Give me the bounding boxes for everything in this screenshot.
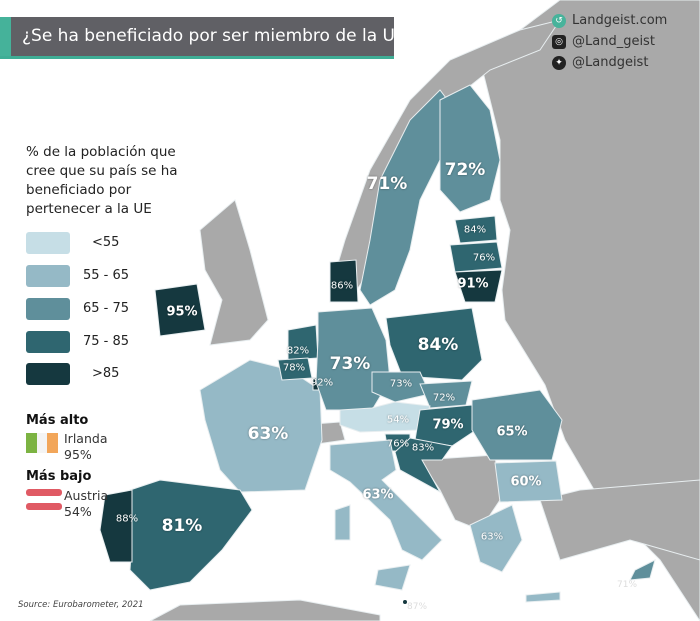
- landgeist-logo-icon: ↺: [552, 13, 566, 28]
- country-finland[interactable]: [439, 84, 501, 213]
- label-malta: 87%: [406, 602, 428, 612]
- label-slovenia: 76%: [386, 438, 410, 450]
- country-belgium[interactable]: [277, 357, 313, 381]
- social-instagram[interactable]: ◎ @Land_geist: [552, 34, 655, 49]
- label-latvia: 76%: [472, 252, 496, 264]
- legend-label-4: >85: [92, 366, 120, 381]
- legend-swatch-3: [26, 331, 70, 353]
- legend-swatch-2: [26, 298, 70, 320]
- title-accent: [0, 17, 11, 56]
- country-slovakia[interactable]: [419, 380, 473, 409]
- country-cyprus[interactable]: [629, 559, 656, 581]
- social-twitter[interactable]: ✦ @Landgeist: [552, 55, 648, 70]
- country-ireland[interactable]: [154, 283, 206, 337]
- country-france[interactable]: [199, 359, 323, 493]
- legend-swatch-1: [26, 265, 70, 287]
- non-eu-land: [149, 0, 700, 621]
- label-bulgaria: 60%: [510, 474, 542, 490]
- page-title: ¿Se ha beneficiado por ser miembro de la…: [22, 26, 415, 46]
- label-spain: 81%: [161, 516, 203, 536]
- label-denmark: 86%: [330, 280, 354, 292]
- country-latvia[interactable]: [449, 241, 503, 273]
- title-banner: ¿Se ha beneficiado por ser miembro de la…: [0, 17, 415, 59]
- website-label: Landgeist.com: [572, 13, 668, 28]
- country-estonia[interactable]: [454, 215, 498, 244]
- instagram-label: @Land_geist: [572, 34, 655, 49]
- label-belgium: 78%: [282, 362, 306, 374]
- country-bulgaria[interactable]: [494, 460, 563, 503]
- lowest-heading: Más bajo: [26, 469, 92, 484]
- highest-heading: Más alto: [26, 413, 89, 428]
- country-italy[interactable]: [329, 439, 443, 561]
- legend-title: % de la población que cree que su país s…: [26, 144, 178, 217]
- country-italy-sicily[interactable]: [374, 564, 411, 591]
- label-croatia: 83%: [411, 442, 435, 454]
- country-portugal[interactable]: [99, 489, 133, 563]
- label-germany: 73%: [329, 354, 371, 374]
- country-czechia[interactable]: [371, 371, 431, 403]
- legend-label-0: <55: [92, 235, 120, 250]
- label-netherlands: 82%: [286, 345, 310, 357]
- country-croatia[interactable]: [394, 437, 453, 494]
- country-lithuania[interactable]: [454, 269, 503, 303]
- ireland-flag-icon: [26, 433, 59, 453]
- legend-label-1: 55 - 65: [83, 268, 130, 283]
- country-poland[interactable]: [385, 307, 483, 381]
- highest-value: 95%: [64, 447, 92, 462]
- country-malta[interactable]: [403, 600, 407, 604]
- legend-label-2: 65 - 75: [83, 301, 130, 316]
- legend-label-3: 75 - 85: [83, 334, 130, 349]
- legend-swatch-0: [26, 232, 70, 254]
- label-greece: 63%: [480, 531, 504, 543]
- label-luxembourg: 92%: [310, 377, 334, 389]
- social-website[interactable]: ↺ Landgeist.com: [552, 13, 667, 28]
- label-austria: 54%: [386, 414, 410, 426]
- country-greece[interactable]: [469, 504, 523, 573]
- lowest-value: 54%: [64, 504, 92, 519]
- label-finland: 72%: [444, 160, 486, 180]
- instagram-icon: ◎: [552, 34, 566, 49]
- austria-flag-icon: [26, 489, 62, 510]
- legend-swatch-4: [26, 363, 70, 385]
- label-czechia: 73%: [389, 378, 413, 390]
- country-turkey: [539, 479, 700, 561]
- country-uk: [199, 199, 269, 346]
- country-italy-sardinia[interactable]: [334, 504, 351, 541]
- label-romania: 65%: [496, 424, 528, 440]
- country-romania[interactable]: [471, 389, 563, 461]
- country-hungary[interactable]: [414, 404, 477, 447]
- label-lithuania: 91%: [457, 276, 489, 292]
- label-slovakia: 72%: [432, 392, 456, 404]
- lowest-country: Austria: [64, 488, 109, 503]
- label-sweden: 71%: [366, 174, 408, 194]
- country-greece-crete[interactable]: [525, 591, 561, 603]
- highest-country: Irlanda: [64, 431, 108, 446]
- label-portugal: 88%: [115, 513, 139, 525]
- twitter-label: @Landgeist: [572, 55, 649, 70]
- source-note: Source: Eurobarometer, 2021: [18, 600, 144, 610]
- label-poland: 84%: [417, 335, 459, 355]
- country-denmark[interactable]: [329, 259, 359, 303]
- label-ireland: 95%: [166, 304, 198, 320]
- label-cyprus: 71%: [616, 580, 638, 590]
- label-france: 63%: [247, 424, 289, 444]
- label-italy: 63%: [362, 487, 394, 503]
- twitter-icon: ✦: [552, 55, 566, 70]
- label-hungary: 79%: [432, 417, 464, 433]
- north-africa: [149, 599, 381, 621]
- label-estonia: 84%: [463, 224, 487, 236]
